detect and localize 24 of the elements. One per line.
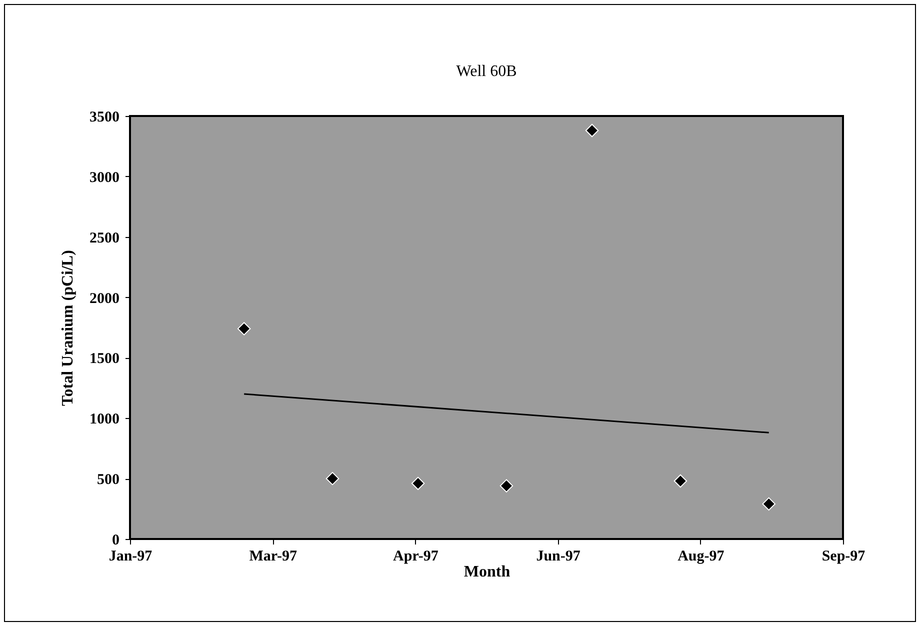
x-tick-label: Apr-97	[393, 548, 439, 564]
point	[585, 124, 599, 138]
point	[326, 472, 340, 486]
x-tick-label: Mar-97	[249, 548, 298, 564]
point	[411, 476, 425, 490]
y-tick-label: 2500	[90, 230, 120, 246]
point	[762, 497, 776, 511]
x-tick-label: Sep-97	[822, 548, 866, 564]
y-tick-label: 3500	[90, 110, 120, 126]
y-tick-label: 1500	[90, 351, 120, 368]
y-tick-label: 500	[97, 472, 120, 488]
x-tick-label: Aug-97	[678, 548, 725, 564]
point	[500, 479, 514, 492]
y-tick-label: 1000	[90, 412, 120, 428]
x-tick-label: Jan-97	[108, 548, 153, 564]
chart-title: Well 60B	[456, 63, 517, 80]
y-tick-label: 2000	[90, 290, 120, 307]
y-axis-title: Total Uranium (pCi/L)	[60, 250, 76, 406]
x-axis-title: Month	[464, 564, 510, 580]
y-tick-label: 3000	[90, 170, 120, 186]
point	[674, 474, 688, 488]
y-tick-label: 0	[112, 532, 120, 548]
point	[237, 322, 251, 336]
x-tick-label: Jun-97	[536, 548, 581, 564]
